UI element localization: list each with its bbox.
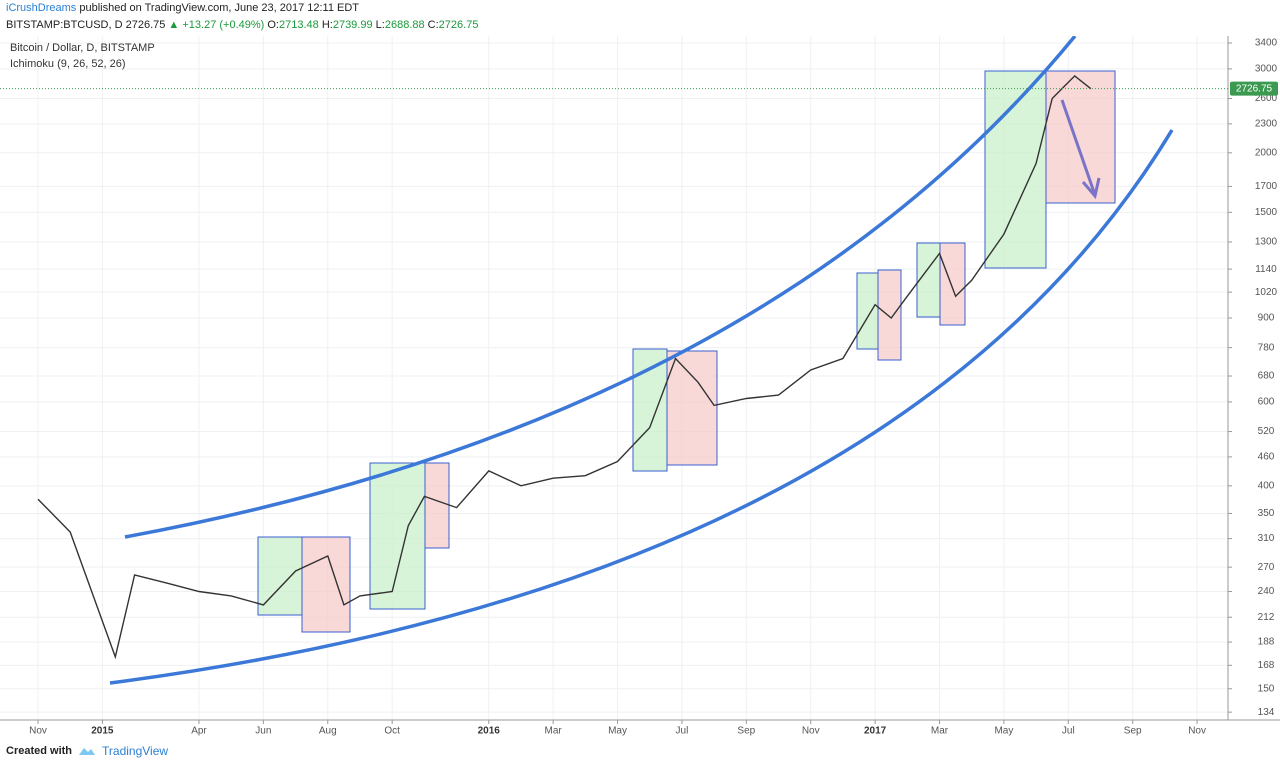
x-tick-label: May — [994, 726, 1013, 737]
author[interactable]: iCrushDreams — [6, 2, 77, 14]
footer: Created with TradingView — [6, 744, 168, 758]
y-tick-label: 188 — [1258, 637, 1275, 648]
grid — [0, 36, 1228, 720]
ohlc-label: O: — [267, 19, 279, 31]
box-red — [666, 350, 718, 466]
box-red — [877, 269, 902, 361]
box-red — [1045, 70, 1116, 204]
y-tick-label: 310 — [1258, 533, 1275, 544]
series — [37, 74, 1092, 660]
x-tick-label: Nov — [29, 726, 47, 737]
x-tick-label: Mar — [545, 726, 563, 737]
ohlc-label: C: — [427, 19, 439, 31]
y-tick-label: 270 — [1258, 562, 1275, 573]
box-green — [856, 272, 879, 350]
brand-logo — [79, 748, 96, 755]
price-line — [37, 74, 1092, 660]
ohlc-value: 2688.88 — [384, 19, 425, 31]
ohlc-label: H: — [321, 19, 333, 31]
x-tick-label: Jul — [1062, 726, 1075, 737]
symbol-line: BITSTAMP:BTCUSD, D 2726.75 ▲ +13.27 (+0.… — [6, 19, 478, 31]
brand[interactable]: TradingView — [102, 744, 169, 758]
y-tick-label: 400 — [1258, 480, 1275, 491]
last-price-tag — [1230, 81, 1278, 96]
y-tick-label: 600 — [1258, 397, 1275, 408]
ohlc-value: 2739.99 — [332, 19, 373, 31]
x-tick-label: Jun — [255, 726, 271, 737]
change: ▲ +13.27 (+0.49%) — [168, 19, 265, 31]
last-price-label: 2726.75 — [1236, 83, 1273, 94]
y-tick-label: 1020 — [1255, 287, 1278, 298]
arrow — [1060, 99, 1101, 200]
published: published on TradingView.com, June 23, 2… — [79, 2, 360, 14]
channel-upper — [124, 36, 1077, 539]
ohlc-value: 2713.48 — [279, 19, 319, 31]
channel — [109, 36, 1174, 685]
price: 2726.75 — [125, 19, 166, 31]
box-green — [369, 462, 426, 610]
box-green — [916, 242, 941, 318]
x-tick-label: Apr — [191, 726, 207, 737]
publish-line: iCrushDreams published on TradingView.co… — [6, 2, 359, 14]
y-tick-label: 168 — [1258, 660, 1275, 671]
ohlc-l: L:2688.88 — [376, 19, 425, 31]
box-red — [424, 462, 450, 549]
y-tick-label: 240 — [1258, 586, 1275, 597]
ohlc-label: L: — [375, 19, 385, 31]
x-tick-label: May — [608, 726, 627, 737]
y-tick-label: 3400 — [1255, 38, 1278, 49]
y-tick-label: 460 — [1258, 452, 1275, 463]
ohlc-value: 2726.75 — [438, 19, 479, 31]
y-tick-label: 2600 — [1255, 93, 1278, 104]
created-with: Created with — [6, 745, 73, 757]
y-tick-label: 2300 — [1255, 119, 1278, 130]
ohlc-o: O:2713.48 — [267, 19, 318, 31]
indicator-label: Ichimoku (9, 26, 52, 26) — [10, 58, 126, 70]
x-tick-label: Nov — [802, 726, 820, 737]
x-tick-label: 2017 — [864, 726, 887, 737]
y-tick-label: 1140 — [1255, 264, 1277, 275]
arrow-shaft — [1060, 99, 1097, 196]
chart-title: Bitcoin / Dollar, D, BITSTAMP — [10, 42, 155, 54]
symbol: BITSTAMP:BTCUSD, D — [6, 19, 123, 31]
y-tick-label: 1500 — [1255, 207, 1278, 218]
channel-lower — [109, 129, 1174, 685]
y-tick-label: 520 — [1258, 426, 1275, 437]
y-tick-label: 212 — [1258, 612, 1275, 623]
y-tick-label: 350 — [1258, 508, 1275, 519]
box-red — [301, 536, 351, 633]
y-tick-label: 680 — [1258, 371, 1275, 382]
y-tick-label: 1300 — [1255, 237, 1278, 248]
ohlc-c: C:2726.75 — [428, 19, 479, 31]
x-tick-label: 2016 — [478, 726, 501, 737]
x-tick-label: Sep — [737, 726, 755, 737]
y-tick-label: 1700 — [1255, 181, 1278, 192]
y-tick-label: 900 — [1258, 313, 1275, 324]
box-red — [939, 242, 966, 326]
box-green — [984, 70, 1047, 269]
y-tick-label: 134 — [1258, 707, 1275, 718]
y-tick-label: 780 — [1258, 342, 1275, 353]
chart: Bitcoin / Dollar, D, BITSTAMP Ichimoku (… — [0, 36, 1280, 742]
y-tick-label: 2000 — [1255, 147, 1278, 158]
x-tick-label: Mar — [931, 726, 949, 737]
arrow-head — [1081, 177, 1101, 200]
y-tick-label: 150 — [1258, 683, 1275, 694]
x-tick-label: Jul — [676, 726, 689, 737]
y-tick-label: 3000 — [1255, 64, 1278, 75]
x-tick-label: Oct — [384, 726, 400, 737]
x-tick-label: Aug — [319, 726, 337, 737]
x-tick-label: 2015 — [91, 726, 114, 737]
ohlc-h: H:2739.99 — [322, 19, 373, 31]
x-tick-label: Nov — [1188, 726, 1206, 737]
x-tick-label: Sep — [1124, 726, 1142, 737]
